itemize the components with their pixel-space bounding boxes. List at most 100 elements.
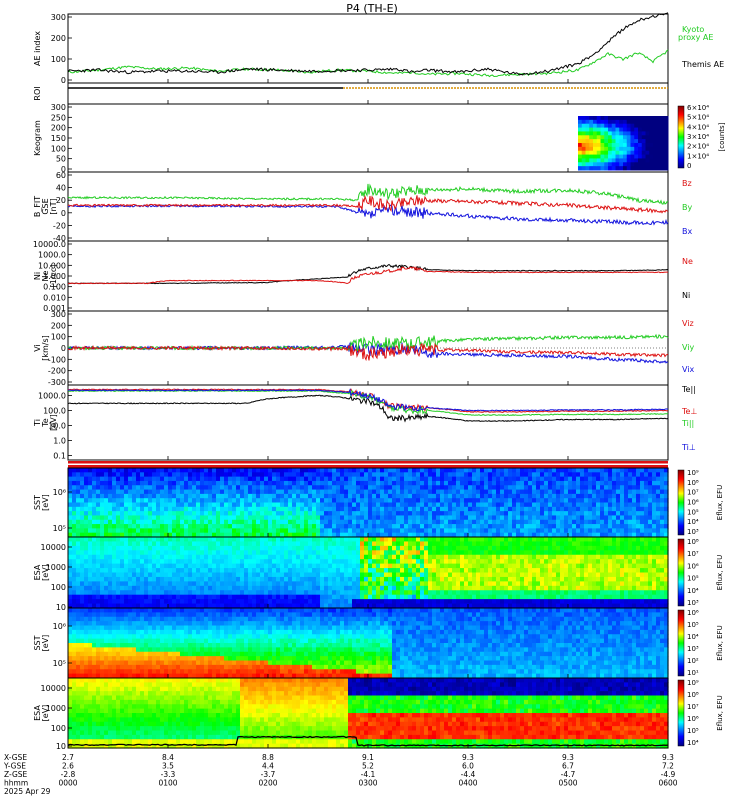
sst_e-cell bbox=[660, 472, 665, 478]
sst_e-cell bbox=[388, 519, 393, 525]
esa_e-cell bbox=[524, 576, 529, 582]
esa_e-cell bbox=[248, 585, 253, 591]
sst_e-cell bbox=[604, 502, 609, 508]
sst_e-cell bbox=[80, 502, 85, 508]
sst_e-cell bbox=[628, 515, 633, 521]
sst_e-cell bbox=[636, 506, 641, 512]
sst_e-cell bbox=[312, 476, 317, 482]
sst_e-cell bbox=[244, 472, 249, 478]
esa_e-cell bbox=[480, 572, 485, 578]
sst_e-cell bbox=[148, 506, 153, 512]
sst_e-cell bbox=[392, 485, 397, 491]
sst_e-cell bbox=[296, 468, 301, 473]
esa_e-cell bbox=[564, 603, 569, 609]
esa_e-cell bbox=[548, 576, 553, 582]
sst_e-cell bbox=[448, 489, 453, 495]
sst_e-cell bbox=[68, 524, 73, 529]
esa_e-cell bbox=[284, 554, 289, 560]
esa_e-cell bbox=[188, 585, 193, 591]
keogram-cell bbox=[589, 158, 594, 163]
esa_e-cell bbox=[356, 559, 361, 565]
esa_e-cell bbox=[76, 585, 81, 591]
sst_e-cell bbox=[620, 506, 625, 512]
sst_e-cell bbox=[96, 485, 101, 491]
esa_e-cell bbox=[484, 599, 489, 605]
sst_e-cell bbox=[576, 498, 581, 504]
sst_e-cell bbox=[240, 519, 245, 525]
sst_e-cell bbox=[184, 468, 189, 473]
esa_e-cell bbox=[164, 554, 169, 560]
esa_e-cell bbox=[432, 545, 437, 551]
esa_e-cell bbox=[480, 585, 485, 591]
sst_e-cell bbox=[160, 468, 165, 473]
esa_e-cell bbox=[324, 554, 329, 560]
esa_e-cell bbox=[164, 585, 169, 591]
esa_e-cell bbox=[360, 563, 365, 569]
ti-ytick-label: 1.0 bbox=[53, 436, 66, 445]
sst_e-cell bbox=[548, 468, 553, 473]
ti-ytick-label: 0.1 bbox=[53, 451, 66, 460]
sst_e-cell bbox=[496, 524, 501, 529]
sst_e-cell bbox=[108, 489, 113, 495]
esa_e-cell bbox=[208, 563, 213, 569]
esa_e-cell bbox=[196, 545, 201, 551]
sst_e-cell bbox=[420, 493, 425, 499]
esa_e-cell bbox=[288, 545, 293, 551]
sst_e-cell bbox=[340, 489, 345, 495]
vi-ytick-label: 200 bbox=[51, 321, 66, 330]
sst_e-cell bbox=[484, 480, 489, 486]
keogram-cell bbox=[656, 166, 661, 171]
esa_e-cell bbox=[536, 599, 541, 605]
esa_e-cell bbox=[560, 599, 565, 605]
esa_e-cell bbox=[132, 572, 137, 578]
esa_e-cell bbox=[348, 572, 353, 578]
esa_e-cell bbox=[340, 541, 345, 547]
esa_e-cell bbox=[276, 585, 281, 591]
esa_e-cell bbox=[508, 585, 513, 591]
vi-ylabel: [km/s] bbox=[41, 335, 50, 361]
sst_e-cell bbox=[212, 506, 217, 512]
esa_e-cell bbox=[520, 541, 525, 547]
esa_e-cell bbox=[168, 550, 173, 556]
sst_e-cell bbox=[104, 485, 109, 491]
esa_e-cell bbox=[100, 590, 105, 596]
esa_e-cell bbox=[552, 563, 557, 569]
sst_e-cell bbox=[296, 498, 301, 504]
sst_e-cell bbox=[80, 485, 85, 491]
sst_e-cell bbox=[228, 493, 233, 499]
sst_e-cell bbox=[232, 502, 237, 508]
esa_e-cell bbox=[576, 559, 581, 565]
sst_e-cell bbox=[272, 528, 277, 534]
esa_e-cell bbox=[388, 550, 393, 556]
esa_e-cell bbox=[564, 568, 569, 574]
sst_e-cell bbox=[204, 498, 209, 504]
sst_e-cell bbox=[640, 468, 645, 473]
sst_e-cell bbox=[156, 472, 161, 478]
sst_e-cell bbox=[544, 480, 549, 486]
esa_e-cell bbox=[288, 585, 293, 591]
esa_e-cell bbox=[208, 599, 213, 605]
sst_e-cell bbox=[172, 524, 177, 529]
esa_e-cell bbox=[316, 594, 321, 600]
esa_e-cell bbox=[216, 537, 221, 543]
esa_e-cell bbox=[424, 563, 429, 569]
esa_e-cell bbox=[428, 554, 433, 560]
sst_e-cell bbox=[176, 493, 181, 499]
sst_e-cell bbox=[560, 502, 565, 508]
sst_e-cell bbox=[260, 468, 265, 473]
esa_e-cell bbox=[304, 594, 309, 600]
sst_e-cell bbox=[520, 506, 525, 512]
sst_e-cell bbox=[236, 493, 241, 499]
esa_e-cell bbox=[208, 576, 213, 582]
esa_e-cell bbox=[416, 599, 421, 605]
sst_e-cell bbox=[600, 498, 605, 504]
sst_e-cell bbox=[152, 493, 157, 499]
esa_e-cell bbox=[552, 537, 557, 543]
sst_e-cell bbox=[632, 511, 637, 517]
esa_e-cell bbox=[536, 572, 541, 578]
esa_e-cell bbox=[96, 563, 101, 569]
esa_e-cell bbox=[576, 576, 581, 582]
sst_e-cell bbox=[560, 506, 565, 512]
sst_e-cell bbox=[176, 511, 181, 517]
sst_e-cell bbox=[624, 489, 629, 495]
